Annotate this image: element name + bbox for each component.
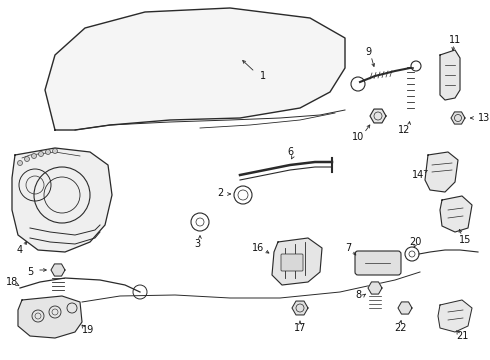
- Text: 9: 9: [365, 47, 371, 57]
- Text: 6: 6: [287, 147, 293, 157]
- Text: 8: 8: [355, 290, 361, 300]
- Polygon shape: [18, 296, 82, 338]
- Text: 2: 2: [217, 188, 223, 198]
- Polygon shape: [440, 50, 460, 100]
- Text: 1: 1: [260, 71, 266, 81]
- Circle shape: [46, 149, 50, 154]
- Text: 16: 16: [252, 243, 264, 253]
- Text: 10: 10: [352, 132, 364, 142]
- Polygon shape: [398, 302, 412, 314]
- Text: 15: 15: [459, 235, 471, 245]
- Text: 13: 13: [478, 113, 490, 123]
- Polygon shape: [440, 196, 472, 232]
- FancyBboxPatch shape: [355, 251, 401, 275]
- Polygon shape: [425, 152, 458, 192]
- Polygon shape: [51, 264, 65, 276]
- Circle shape: [24, 157, 29, 162]
- Text: 19: 19: [82, 325, 94, 335]
- Polygon shape: [292, 301, 308, 315]
- Text: 18: 18: [6, 277, 18, 287]
- Text: 14: 14: [412, 170, 424, 180]
- Text: 17: 17: [294, 323, 306, 333]
- Text: 11: 11: [449, 35, 461, 45]
- Polygon shape: [368, 282, 382, 294]
- Text: 22: 22: [394, 323, 406, 333]
- Text: 4: 4: [17, 245, 23, 255]
- Circle shape: [18, 161, 23, 166]
- Polygon shape: [451, 112, 465, 124]
- Text: 3: 3: [194, 239, 200, 249]
- Circle shape: [52, 148, 57, 153]
- Circle shape: [31, 153, 36, 158]
- Text: 5: 5: [27, 267, 33, 277]
- Polygon shape: [370, 109, 386, 123]
- Text: 7: 7: [345, 243, 351, 253]
- Text: 12: 12: [398, 125, 410, 135]
- Polygon shape: [272, 238, 322, 285]
- Text: 21: 21: [456, 331, 468, 341]
- FancyBboxPatch shape: [281, 254, 303, 271]
- Text: 20: 20: [409, 237, 421, 247]
- Polygon shape: [45, 8, 345, 130]
- Circle shape: [39, 152, 44, 157]
- Polygon shape: [12, 148, 112, 252]
- Polygon shape: [438, 300, 472, 332]
